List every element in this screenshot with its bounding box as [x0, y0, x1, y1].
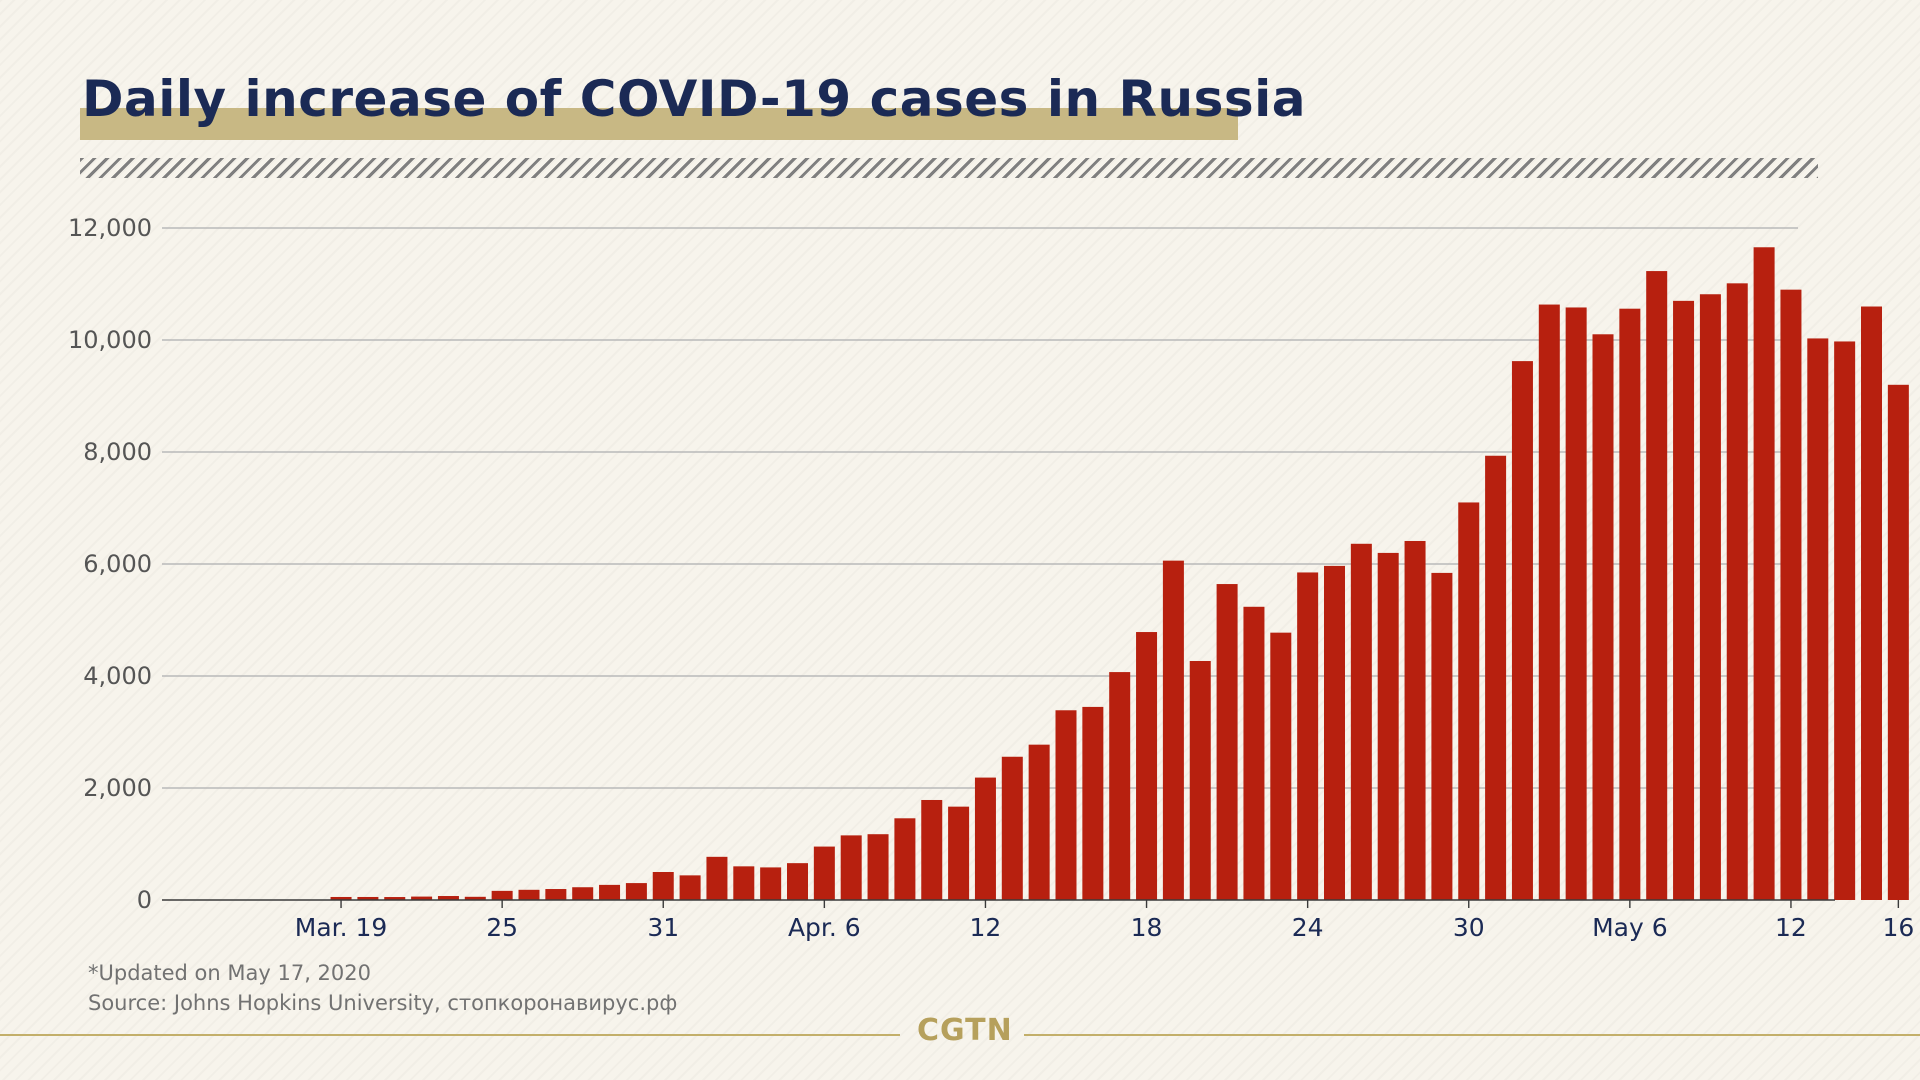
bars — [330, 247, 1909, 901]
bar — [1511, 361, 1533, 900]
gridlines — [162, 227, 1798, 789]
bar — [1834, 341, 1856, 900]
bar — [545, 889, 567, 900]
y-tick-label: 8,000 — [83, 438, 152, 466]
bar — [921, 799, 943, 900]
bar — [840, 835, 862, 900]
y-axis-ticks: 0 2,000 4,000 6,000 8,000 10,000 12,000 — [68, 214, 152, 914]
bar — [1699, 294, 1721, 900]
x-tick-label: 12 — [970, 913, 1002, 942]
x-tick-label: Apr. 6 — [788, 913, 861, 942]
x-tick-label: 25 — [486, 913, 518, 942]
bar — [518, 889, 540, 900]
bar — [411, 896, 433, 900]
bar — [1028, 744, 1050, 900]
bar — [572, 887, 594, 900]
bar — [330, 896, 352, 900]
brand-rule-left — [0, 1034, 900, 1036]
bar — [1216, 584, 1238, 900]
bar — [1646, 271, 1668, 901]
bar — [1136, 632, 1158, 900]
bar — [1458, 502, 1480, 900]
bar — [1753, 247, 1775, 900]
bar — [464, 896, 486, 900]
bar — [1082, 706, 1104, 900]
chart-title: Daily increase of COVID-19 cases in Russ… — [82, 70, 1306, 128]
bar — [1270, 632, 1292, 900]
bar — [1243, 606, 1265, 900]
x-tick-label: 24 — [1292, 913, 1324, 942]
bar — [733, 866, 755, 900]
bar — [384, 897, 406, 900]
bar — [599, 884, 621, 900]
bar — [1538, 304, 1560, 900]
x-axis-ticks: Mar. 19 25 31 Apr. 6 12 18 24 30 May 6 12 16 — [295, 900, 1914, 942]
y-tick-label: 12,000 — [68, 214, 152, 242]
bar — [625, 883, 647, 900]
bar — [357, 896, 379, 900]
bar — [1324, 565, 1345, 900]
bar — [974, 777, 996, 900]
source-note: Source: Johns Hopkins University, стопко… — [88, 991, 678, 1015]
x-tick-label: 18 — [1131, 913, 1163, 942]
title-highlight-band — [80, 108, 1238, 140]
x-tick-label: May 6 — [1592, 913, 1668, 942]
update-note: *Updated on May 17, 2020 — [88, 961, 371, 985]
y-tick-label: 2,000 — [83, 774, 152, 802]
bar — [1162, 560, 1184, 900]
x-tick-label: 31 — [647, 913, 679, 942]
y-tick-label: 10,000 — [68, 326, 152, 354]
bar — [1350, 543, 1372, 900]
title-block: Daily increase of COVID-19 cases in Russ… — [80, 70, 1305, 140]
cgtn-logo: CGTN — [917, 1013, 1013, 1048]
bar — [813, 846, 835, 900]
bar — [437, 896, 459, 900]
bar — [1807, 338, 1829, 900]
bar — [1565, 307, 1587, 900]
bar — [1377, 552, 1399, 900]
brand-rule-right — [1024, 1034, 1920, 1036]
y-tick-label: 6,000 — [83, 550, 152, 578]
bar — [760, 867, 782, 900]
bar — [1780, 289, 1802, 900]
bar — [1485, 455, 1507, 900]
bar — [1189, 660, 1211, 900]
y-tick-label: 0 — [137, 886, 152, 914]
bar-chart: 0 2,000 4,000 6,000 8,000 10,000 12,000 Mar. 1… — [68, 214, 1914, 942]
bar — [1055, 710, 1077, 900]
x-tick-label: Mar. 19 — [295, 913, 388, 942]
x-tick-label: 12 — [1775, 913, 1807, 942]
x-tick-label: 16 — [1882, 913, 1914, 942]
y-tick-label: 4,000 — [83, 662, 152, 690]
bar — [1001, 756, 1023, 900]
bar — [491, 890, 513, 900]
bar — [1673, 300, 1695, 900]
x-tick-label: 30 — [1453, 913, 1485, 942]
bar — [1861, 306, 1882, 901]
bar — [1726, 283, 1748, 900]
bar — [1109, 672, 1131, 900]
bar — [706, 856, 728, 900]
bar — [867, 834, 889, 900]
bar — [1887, 384, 1909, 900]
hatched-divider — [80, 158, 1818, 178]
bar — [679, 875, 701, 900]
bar — [787, 863, 808, 900]
bar — [1404, 540, 1426, 900]
bar — [1619, 308, 1641, 900]
bar — [1297, 572, 1319, 900]
bar — [1592, 334, 1614, 901]
bar — [1431, 572, 1453, 900]
bar — [652, 872, 674, 900]
bar — [948, 806, 970, 900]
bar — [894, 818, 916, 900]
